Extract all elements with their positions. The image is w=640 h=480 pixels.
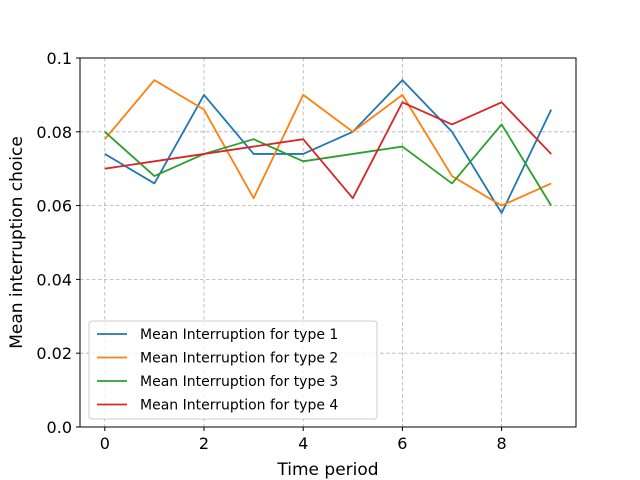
- x-tick-label: 8: [497, 434, 507, 453]
- series-line-type-4: [104, 101, 552, 200]
- x-tick-label: 4: [298, 434, 308, 453]
- legend-label: Mean Interruption for type 4: [140, 398, 338, 414]
- series-line-type-2: [104, 79, 552, 207]
- x-tick-label: 0: [100, 434, 110, 453]
- series-line-type-3: [104, 123, 552, 207]
- y-tick-label: 0.08: [36, 123, 72, 142]
- legend: Mean Interruption for type 1 Mean Interru…: [88, 320, 378, 420]
- y-tick-label: 0.04: [36, 270, 72, 289]
- y-tick-label: 0.06: [36, 197, 72, 216]
- x-axis-label: Time period: [276, 460, 378, 480]
- legend-label: Mean Interruption for type 3: [140, 374, 338, 390]
- x-tick-label: 6: [397, 434, 407, 453]
- x-tick-label: 2: [199, 434, 209, 453]
- y-tick-label: 0.02: [36, 344, 72, 363]
- y-tick-label: 0.1: [47, 49, 72, 68]
- y-tick-label: 0.0: [47, 418, 72, 437]
- y-axis-label: Mean interruption choice: [7, 136, 27, 349]
- legend-box: [88, 320, 378, 420]
- legend-label: Mean Interruption for type 2: [140, 351, 338, 367]
- series-lines: [104, 79, 553, 214]
- series-line-type-1: [104, 79, 553, 214]
- legend-label: Mean Interruption for type 1: [140, 327, 338, 343]
- axis-ticks: 0 2 4 6 8 0.0 0.02 0.04 0.06 0.08 0.1: [36, 49, 506, 453]
- plot-area-frame: [79, 57, 577, 428]
